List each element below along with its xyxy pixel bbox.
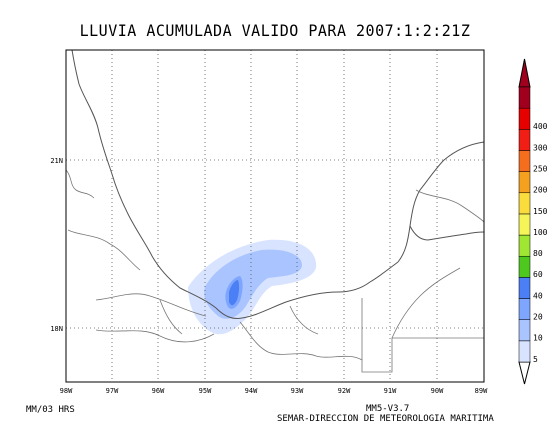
lon-label-98w: 98W [60,387,73,395]
color-scale-legend: 5 10 20 40 60 80 100 150 200 250 300 400 [518,58,548,385]
lon-labels: 98W 97W 96W 95W 94W 93W 92W 91W 90W 89W [60,387,488,395]
lon-label-97w: 97W [106,387,119,395]
precipitation-field [188,239,317,335]
color-bar-segment [518,277,531,299]
rain-contour-40 [229,280,240,306]
lon-label-92w: 92W [338,387,351,395]
color-bar-level-label: 60 [533,270,543,279]
color-bar-segment [518,107,531,130]
lon-label-90w: 90W [431,387,444,395]
rain-contour-5 [188,239,317,335]
lon-label-89w: 89W [475,387,488,395]
state-borders [65,169,485,373]
coastline [71,49,485,319]
color-bar-segment [518,213,531,236]
color-bar-level-label: 100 [533,228,548,237]
color-bar-segment [518,192,531,215]
color-bar-level-label: 40 [533,291,543,300]
color-bar-level-label: 5 [533,355,538,364]
color-bar-segment [518,171,531,194]
color-bar-level-label: 20 [533,313,543,322]
color-bar-segment [518,255,531,278]
color-bar-level-label: 250 [533,164,548,173]
color-bar-min-arrow [518,361,531,385]
color-bar-segment [518,86,531,109]
color-bar-segment [518,234,531,257]
footer-time-step: MM/03 HRS [26,405,75,415]
footer-agency: SEMAR-DIRECCION DE METEOROLOGIA MARITIMA [277,414,494,424]
lon-label-91w: 91W [384,387,397,395]
lon-label-95w: 95W [199,387,212,395]
lat-label-21n: 21N [50,157,63,165]
color-bar-segment [518,340,531,363]
lat-labels: 21N 18N [50,157,63,333]
color-bar-level-label: 200 [533,186,548,195]
rain-contour-10 [204,249,303,319]
color-bar-max-arrow [518,58,531,88]
footer-model: MM5-V3.7 [366,404,410,414]
color-bar-segment [518,319,531,342]
map-title: LLUVIA ACUMULADA VALIDO PARA 2007:1:2:21… [79,21,471,41]
lat-label-18n: 18N [50,325,63,333]
color-bar-level-label: 400 [533,122,548,131]
color-bar-segment [518,150,531,172]
color-bar-level-label: 300 [533,143,548,152]
lon-label-96w: 96W [152,387,165,395]
color-bar-segment [518,129,531,151]
color-bar-level-label: 10 [533,334,543,343]
lon-label-94w: 94W [245,387,258,395]
color-bar-level-label: 80 [533,249,543,258]
rain-contour-20 [225,276,243,309]
color-bar-level-label: 150 [533,207,548,216]
map-panel [65,49,485,383]
color-bar-segment [518,298,531,320]
lon-label-93w: 93W [291,387,304,395]
lat-lon-grid [66,50,484,382]
